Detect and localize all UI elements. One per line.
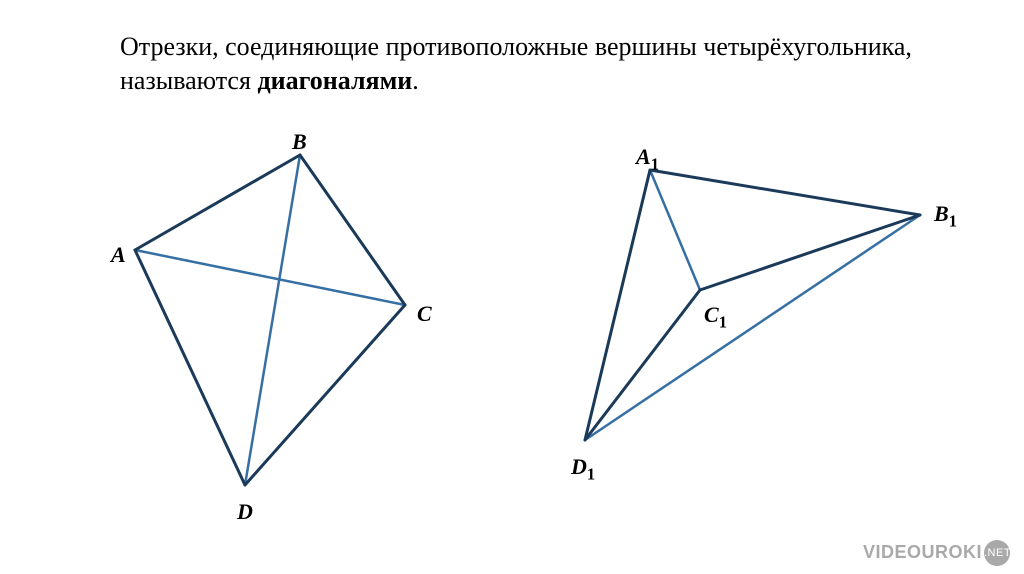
caption-end: .: [412, 66, 419, 95]
diagram-right-diagonal: [650, 170, 700, 290]
diagram-left-label-A: A: [111, 242, 126, 268]
diagram-left-edge: [135, 155, 300, 250]
diagram-right-label-D1: D1: [571, 454, 595, 484]
watermark-badge: .NET: [984, 540, 1010, 566]
diagram-left-edge: [245, 305, 405, 485]
watermark: VIDEOUROKI.NET: [863, 540, 1010, 566]
diagram-left-container: ABCD: [100, 135, 460, 535]
diagram-left-diagonal: [135, 250, 405, 305]
watermark-text: VIDEOUROKI: [863, 542, 982, 562]
diagram-right-diagonal: [585, 215, 920, 440]
caption-bold: диагоналями: [257, 66, 412, 95]
diagram-left-label-C: C: [417, 301, 432, 327]
diagram-left-svg: [100, 135, 460, 535]
diagram-left-edge: [300, 155, 405, 305]
diagram-right-container: A1B1C1D1: [520, 150, 950, 500]
diagram-right-edge: [700, 215, 920, 290]
diagram-left-diagonal: [245, 155, 300, 485]
diagram-left-label-D: D: [237, 499, 253, 525]
diagram-right-label-A1: A1: [636, 144, 659, 174]
diagram-left-label-B: B: [292, 129, 307, 155]
diagram-right-edge: [650, 170, 920, 215]
diagram-left-edge: [135, 250, 245, 485]
diagram-right-label-C1: C1: [704, 302, 727, 332]
diagram-right-label-B1: B1: [934, 201, 957, 231]
diagram-right-svg: [520, 150, 950, 500]
caption-plain: Отрезки, соединяющие противоположные вер…: [120, 32, 912, 95]
caption-text: Отрезки, соединяющие противоположные вер…: [120, 30, 920, 98]
